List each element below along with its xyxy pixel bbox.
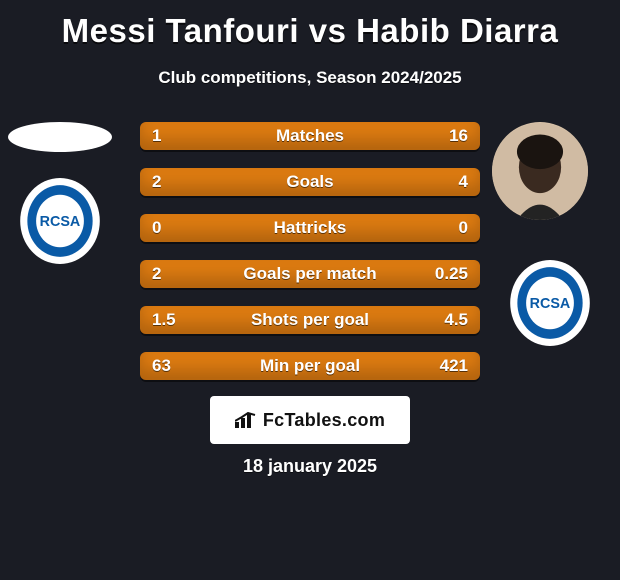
stat-right-value: 16	[449, 122, 468, 150]
stat-label: Min per goal	[140, 352, 480, 380]
stat-right-value: 421	[440, 352, 468, 380]
stat-right-value: 4	[459, 168, 468, 196]
stat-label: Goals	[140, 168, 480, 196]
stat-label: Hattricks	[140, 214, 480, 242]
page-subtitle: Club competitions, Season 2024/2025	[0, 68, 620, 88]
svg-text:RCSA: RCSA	[40, 214, 81, 230]
stat-row: 2 Goals per match 0.25	[140, 260, 480, 288]
club-left-logo: RCSA	[20, 178, 100, 264]
stats-bars: 1 Matches 16 2 Goals 4 0 Hattricks 0 2 G…	[140, 122, 480, 398]
stat-row: 1 Matches 16	[140, 122, 480, 150]
stat-right-value: 4.5	[444, 306, 468, 334]
brand-pill: FcTables.com	[210, 396, 410, 444]
player-right-portrait	[492, 122, 588, 220]
stat-label: Shots per goal	[140, 306, 480, 334]
brand-text: FcTables.com	[263, 410, 385, 431]
stat-label: Goals per match	[140, 260, 480, 288]
club-right-logo: RCSA	[508, 260, 592, 346]
chart-icon	[235, 412, 257, 428]
footer-date: 18 january 2025	[0, 456, 620, 477]
comparison-card: Messi Tanfouri vs Habib Diarra Club comp…	[0, 0, 620, 580]
page-title: Messi Tanfouri vs Habib Diarra	[0, 0, 620, 50]
stat-right-value: 0	[459, 214, 468, 242]
stat-row: 2 Goals 4	[140, 168, 480, 196]
stat-label: Matches	[140, 122, 480, 150]
stat-row: 1.5 Shots per goal 4.5	[140, 306, 480, 334]
stat-right-value: 0.25	[435, 260, 468, 288]
player-left-portrait	[8, 122, 112, 152]
stat-row: 0 Hattricks 0	[140, 214, 480, 242]
stat-row: 63 Min per goal 421	[140, 352, 480, 380]
svg-text:RCSA: RCSA	[530, 296, 571, 312]
